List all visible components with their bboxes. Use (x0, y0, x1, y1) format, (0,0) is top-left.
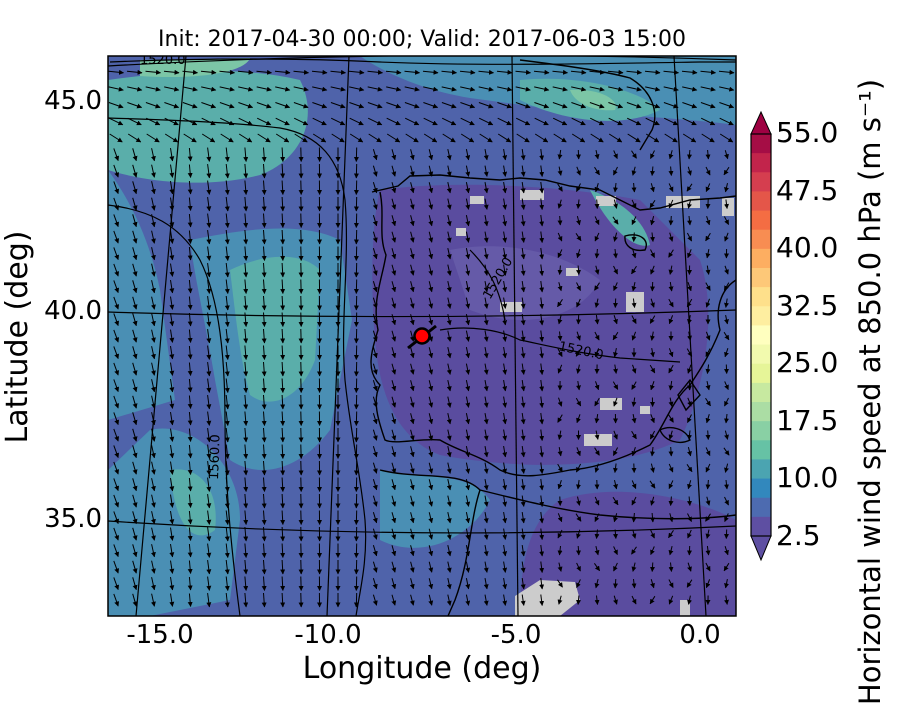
colorbar-tick-label: 17.5 (776, 406, 838, 436)
wind-arrow (634, 233, 635, 242)
x-tick-label: 0.0 (640, 620, 760, 650)
x-tick-label: -10.0 (268, 620, 388, 650)
wind-arrow (597, 200, 598, 209)
wind-arrow (615, 579, 616, 588)
colorbar-segment (751, 191, 771, 211)
colorbar-segment (751, 345, 771, 365)
colorbar-segment (751, 479, 771, 499)
x-tick-label: -5.0 (456, 620, 576, 650)
colorbar-segment (751, 306, 771, 326)
colorbar-segment (751, 268, 771, 288)
wind-arrow (578, 546, 579, 555)
colorbar-segment (751, 287, 771, 307)
wind-arrow (560, 216, 561, 225)
colorbar-segment (751, 153, 771, 173)
colorbar-tick-label: 2.5 (776, 521, 821, 551)
wind-arrow (652, 563, 653, 572)
colorbar-tick-label: 25.0 (776, 348, 838, 378)
y-tick-label: 45.0 (20, 86, 102, 116)
colorbar-tick-label: 47.5 (776, 176, 838, 206)
colorbar-segment (751, 517, 771, 537)
wind-arrow (708, 431, 709, 440)
colorbar-segment (751, 172, 771, 192)
y-tick-label: 35.0 (20, 504, 102, 534)
colorbar-segment (751, 498, 771, 518)
colorbar-tick-label: 40.0 (776, 233, 838, 263)
colorbar-segment (751, 440, 771, 460)
colorbar-label: Horizontal wind speed at 850.0 hPa (m s⁻… (852, 62, 888, 722)
colorbar-segment (751, 230, 771, 250)
colorbar-extend-max (751, 112, 771, 134)
colorbar-tick-label: 10.0 (776, 463, 838, 493)
colorbar-segment (751, 134, 771, 154)
colorbar-segment (751, 383, 771, 403)
x-tick-label: -15.0 (100, 620, 220, 650)
colorbar-segment (751, 402, 771, 422)
colorbar-segment (751, 364, 771, 384)
x-axis-label: Longitude (deg) (108, 650, 736, 688)
colorbar-segment (751, 459, 771, 479)
colorbar-tick-label: 55.0 (776, 118, 838, 148)
colorbar (751, 112, 771, 560)
map-plot: 1520.0 1520.0 1520.0 1560.0 (0, 0, 900, 700)
wind-arrow (671, 216, 672, 225)
colorbar-segment (751, 211, 771, 231)
colorbar-segment (751, 421, 771, 441)
colorbar-extend-min (751, 536, 771, 560)
wind-arrow (671, 447, 672, 456)
colorbar-segment (751, 249, 771, 269)
colorbar-tick-label: 32.5 (776, 291, 838, 321)
colorbar-segment (751, 325, 771, 345)
y-axis-label: Latitude (deg) (0, 187, 37, 487)
